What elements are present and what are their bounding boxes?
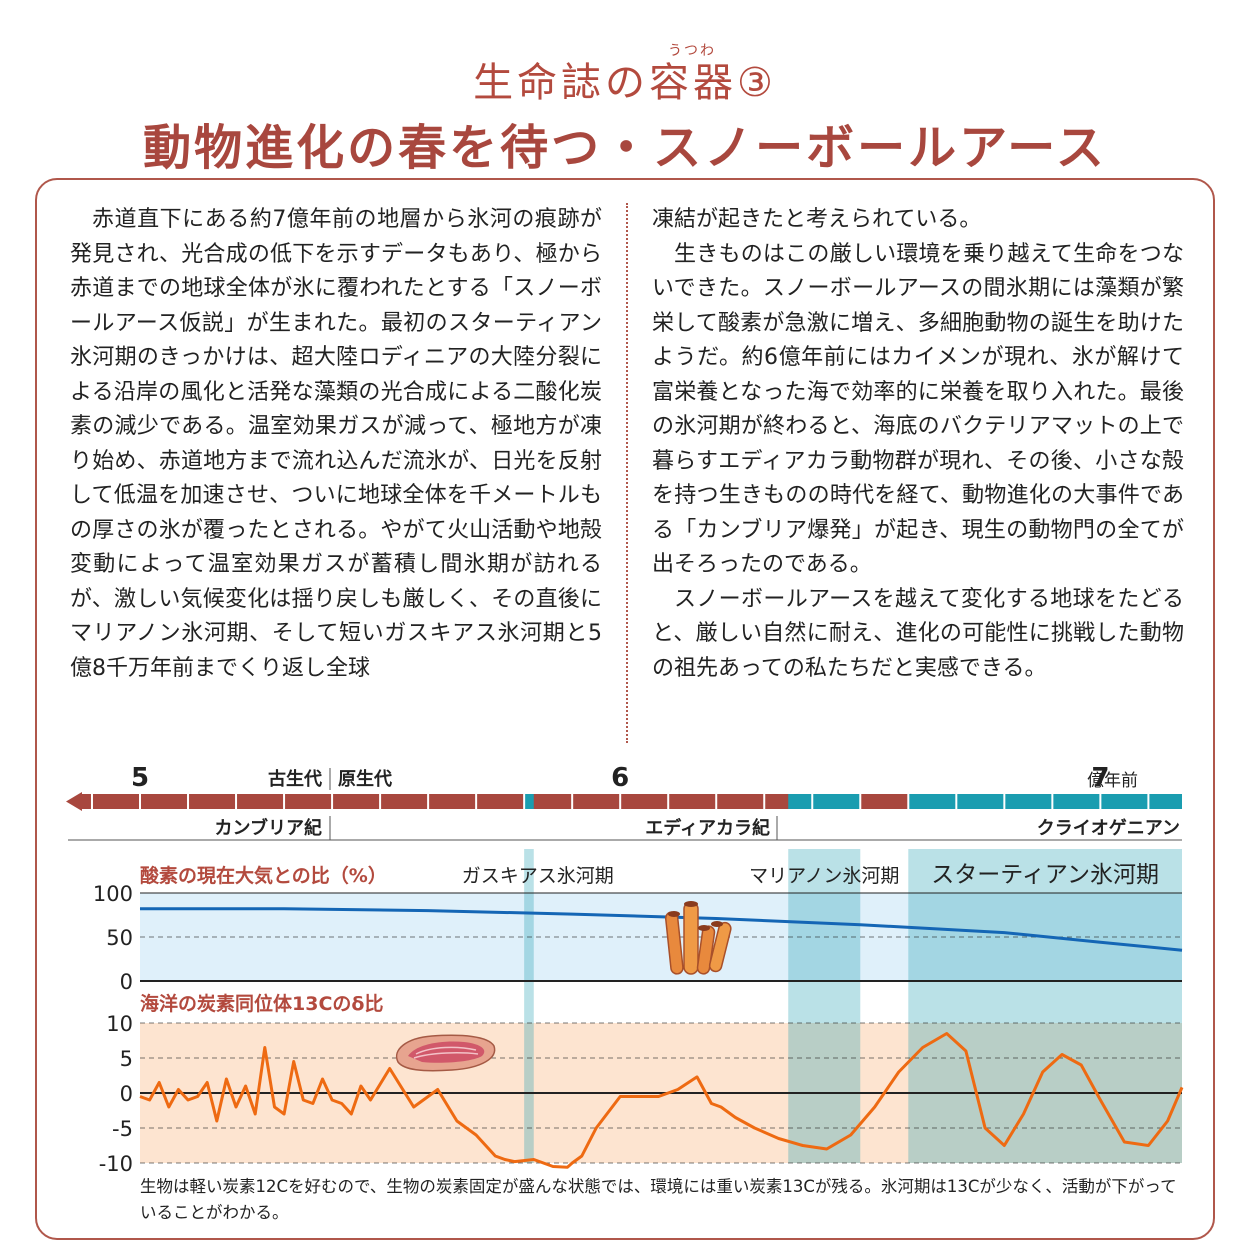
- oxygen-tick-label: 0: [120, 970, 133, 994]
- carbon-tick-label: 5: [120, 1047, 133, 1071]
- glacial-timeline-segment: [524, 794, 534, 809]
- timeline-tick-label: 5: [131, 763, 149, 793]
- paragraph: 赤道直下にある約7億年前の地層から氷河の痕跡が発見され、光合成の低下を示すデータ…: [70, 207, 602, 681]
- era-label: 古生代: [268, 768, 322, 790]
- timeline-arrow: [66, 792, 82, 811]
- glacial-label: マリアノン氷河期: [749, 865, 899, 887]
- period-label: クライオゲニアン: [1037, 817, 1180, 839]
- timeline-unit: 億年前: [1087, 771, 1138, 791]
- bacterial-mat-icon: [395, 1034, 496, 1072]
- timeline-tick-label: 7: [1091, 763, 1109, 793]
- glacial-band: [524, 849, 534, 1163]
- series-subtitle: 生命誌の容器③: [473, 60, 777, 106]
- glacial-label: スターティアン氷河期: [931, 862, 1159, 888]
- glacial-timeline-segment: [788, 794, 861, 809]
- carbon-tick-label: 0: [120, 1082, 133, 1106]
- glacial-band: [908, 849, 1182, 1163]
- glacial-timeline-segment: [908, 794, 1182, 809]
- glacial-band: [788, 849, 861, 1163]
- page-title: 動物進化の春を待つ・スノーボールアース: [143, 120, 1107, 176]
- text-column-left: 赤道直下にある約7億年前の地層から氷河の痕跡が発見され、光合成の低下を示すデータ…: [70, 203, 602, 686]
- carbon-tick-label: -10: [99, 1152, 133, 1176]
- oxygen-panel-title: 酸素の現在大気との比（%）: [140, 864, 387, 887]
- paragraph: 生きものはこの厳しい環境を乗り越えて生命をつないできた。スノーボールアースの間氷…: [652, 241, 1184, 578]
- column-divider: [626, 203, 628, 743]
- timeline-bar: [80, 794, 1182, 809]
- paragraph: スノーボールアースを越えて変化する地球をたどると、厳しい自然に耐え、進化の可能性…: [652, 586, 1184, 681]
- era-label: 原生代: [338, 768, 392, 790]
- carbon-series-line: [139, 1032, 1184, 1169]
- glacial-label: ガスキアス氷河期: [462, 865, 614, 887]
- content-frame: [35, 178, 1215, 1240]
- oxygen-tick-label: 100: [93, 882, 133, 906]
- carbon-tick-label: 10: [106, 1012, 133, 1036]
- subtitle-ruby: うつわ: [668, 43, 716, 59]
- chart-caption: 生物は軽い炭素12Cを好むので、生物の炭素固定が盛んな状態では、環境には重い炭素…: [140, 1177, 1177, 1222]
- carbon-tick-label: -5: [112, 1117, 133, 1141]
- sponge-icon: [664, 901, 732, 975]
- paragraph: 凍結が起きたと考えられている。: [652, 207, 982, 232]
- text-column-right: 凍結が起きたと考えられている。 生きものはこの厳しい環境を乗り越えて生命をつない…: [652, 203, 1184, 686]
- oxygen-tick-label: 50: [106, 926, 133, 950]
- timeline-tick-label: 6: [611, 763, 629, 793]
- carbon-panel-title: 海洋の炭素同位体13Cのδ比: [140, 992, 383, 1015]
- period-label: エディアカラ紀: [645, 817, 770, 839]
- period-label: カンブリア紀: [215, 817, 322, 839]
